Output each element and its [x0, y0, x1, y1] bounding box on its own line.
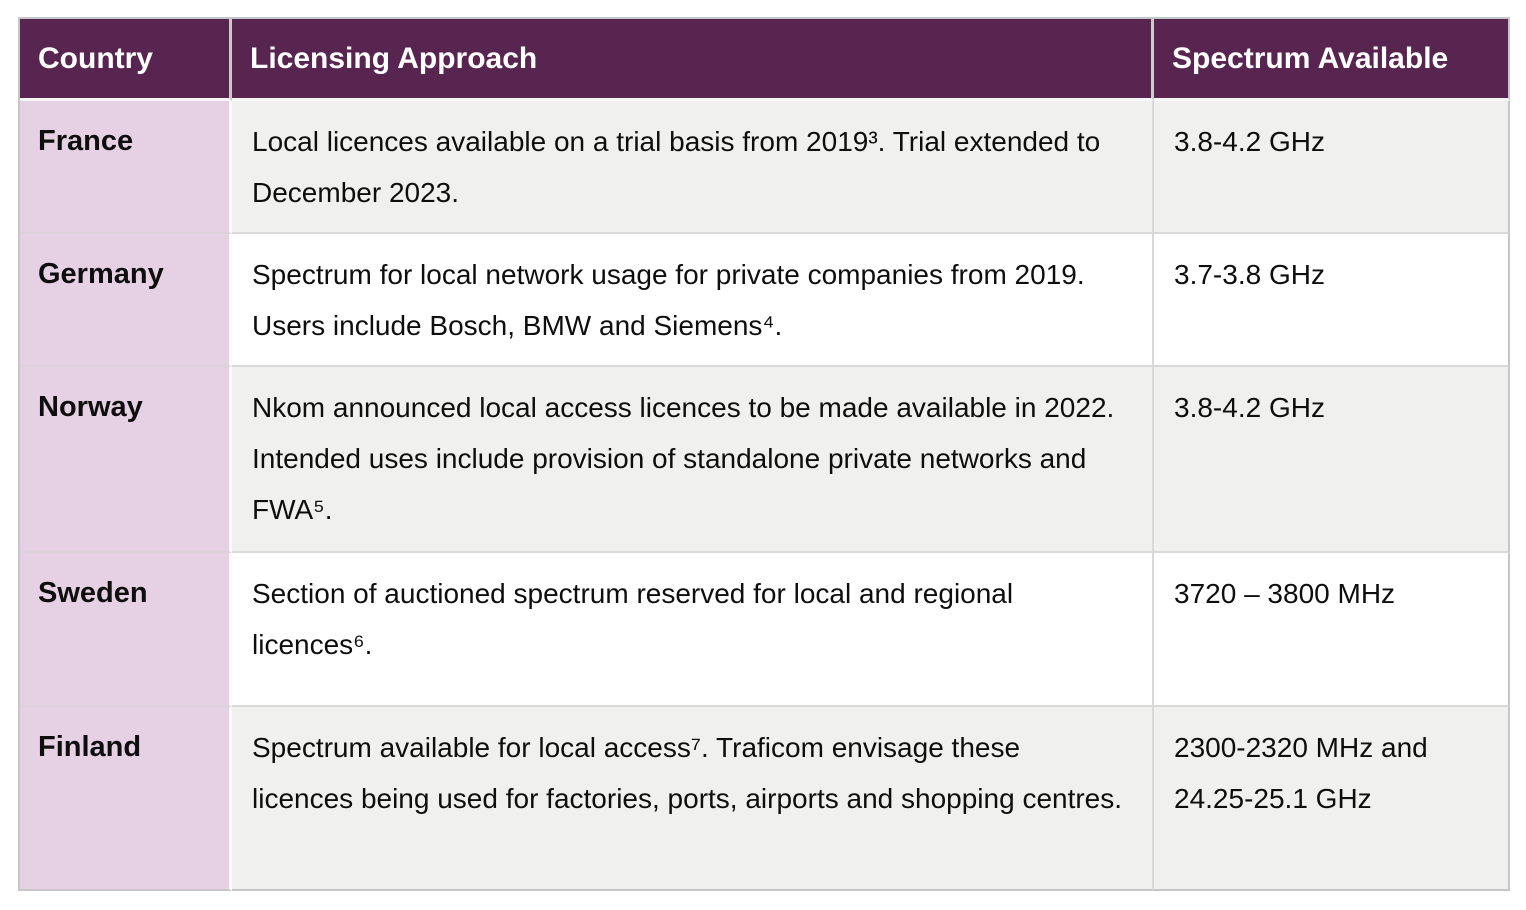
table-row-france: France Local licences available on a tri…	[20, 101, 1510, 234]
licensing-approach-cell: Spectrum available for local access⁷. Tr…	[232, 707, 1154, 891]
header-row: Country Licensing Approach Spectrum Avai…	[20, 19, 1510, 101]
table-row-finland: Finland Spectrum available for local acc…	[20, 707, 1510, 891]
licensing-approach-cell: Spectrum for local network usage for pri…	[232, 234, 1154, 367]
table-row-norway: Norway Nkom announced local access licen…	[20, 367, 1510, 553]
column-header-country: Country	[20, 19, 232, 101]
licensing-approach-cell: Local licences available on a trial basi…	[232, 101, 1154, 234]
table-row-sweden: Sweden Section of auctioned spectrum res…	[20, 553, 1510, 707]
column-header-spectrum-available: Spectrum Available	[1154, 19, 1510, 101]
spectrum-cell: 3.8-4.2 GHz	[1154, 367, 1510, 553]
spectrum-licensing-table: Country Licensing Approach Spectrum Avai…	[18, 17, 1510, 891]
spectrum-cell: 2300-2320 MHz and 24.25-25.1 GHz	[1154, 707, 1510, 891]
table-row-germany: Germany Spectrum for local network usage…	[20, 234, 1510, 367]
country-cell: Norway	[20, 367, 232, 553]
spectrum-cell: 3.8-4.2 GHz	[1154, 101, 1510, 234]
country-cell: Finland	[20, 707, 232, 891]
country-cell: France	[20, 101, 232, 234]
licensing-approach-cell: Nkom announced local access licences to …	[232, 367, 1154, 553]
country-cell: Sweden	[20, 553, 232, 707]
country-cell: Germany	[20, 234, 232, 367]
spectrum-cell: 3.7-3.8 GHz	[1154, 234, 1510, 367]
column-header-licensing-approach: Licensing Approach	[232, 19, 1154, 101]
licensing-approach-cell: Section of auctioned spectrum reserved f…	[232, 553, 1154, 707]
spectrum-cell: 3720 – 3800 MHz	[1154, 553, 1510, 707]
